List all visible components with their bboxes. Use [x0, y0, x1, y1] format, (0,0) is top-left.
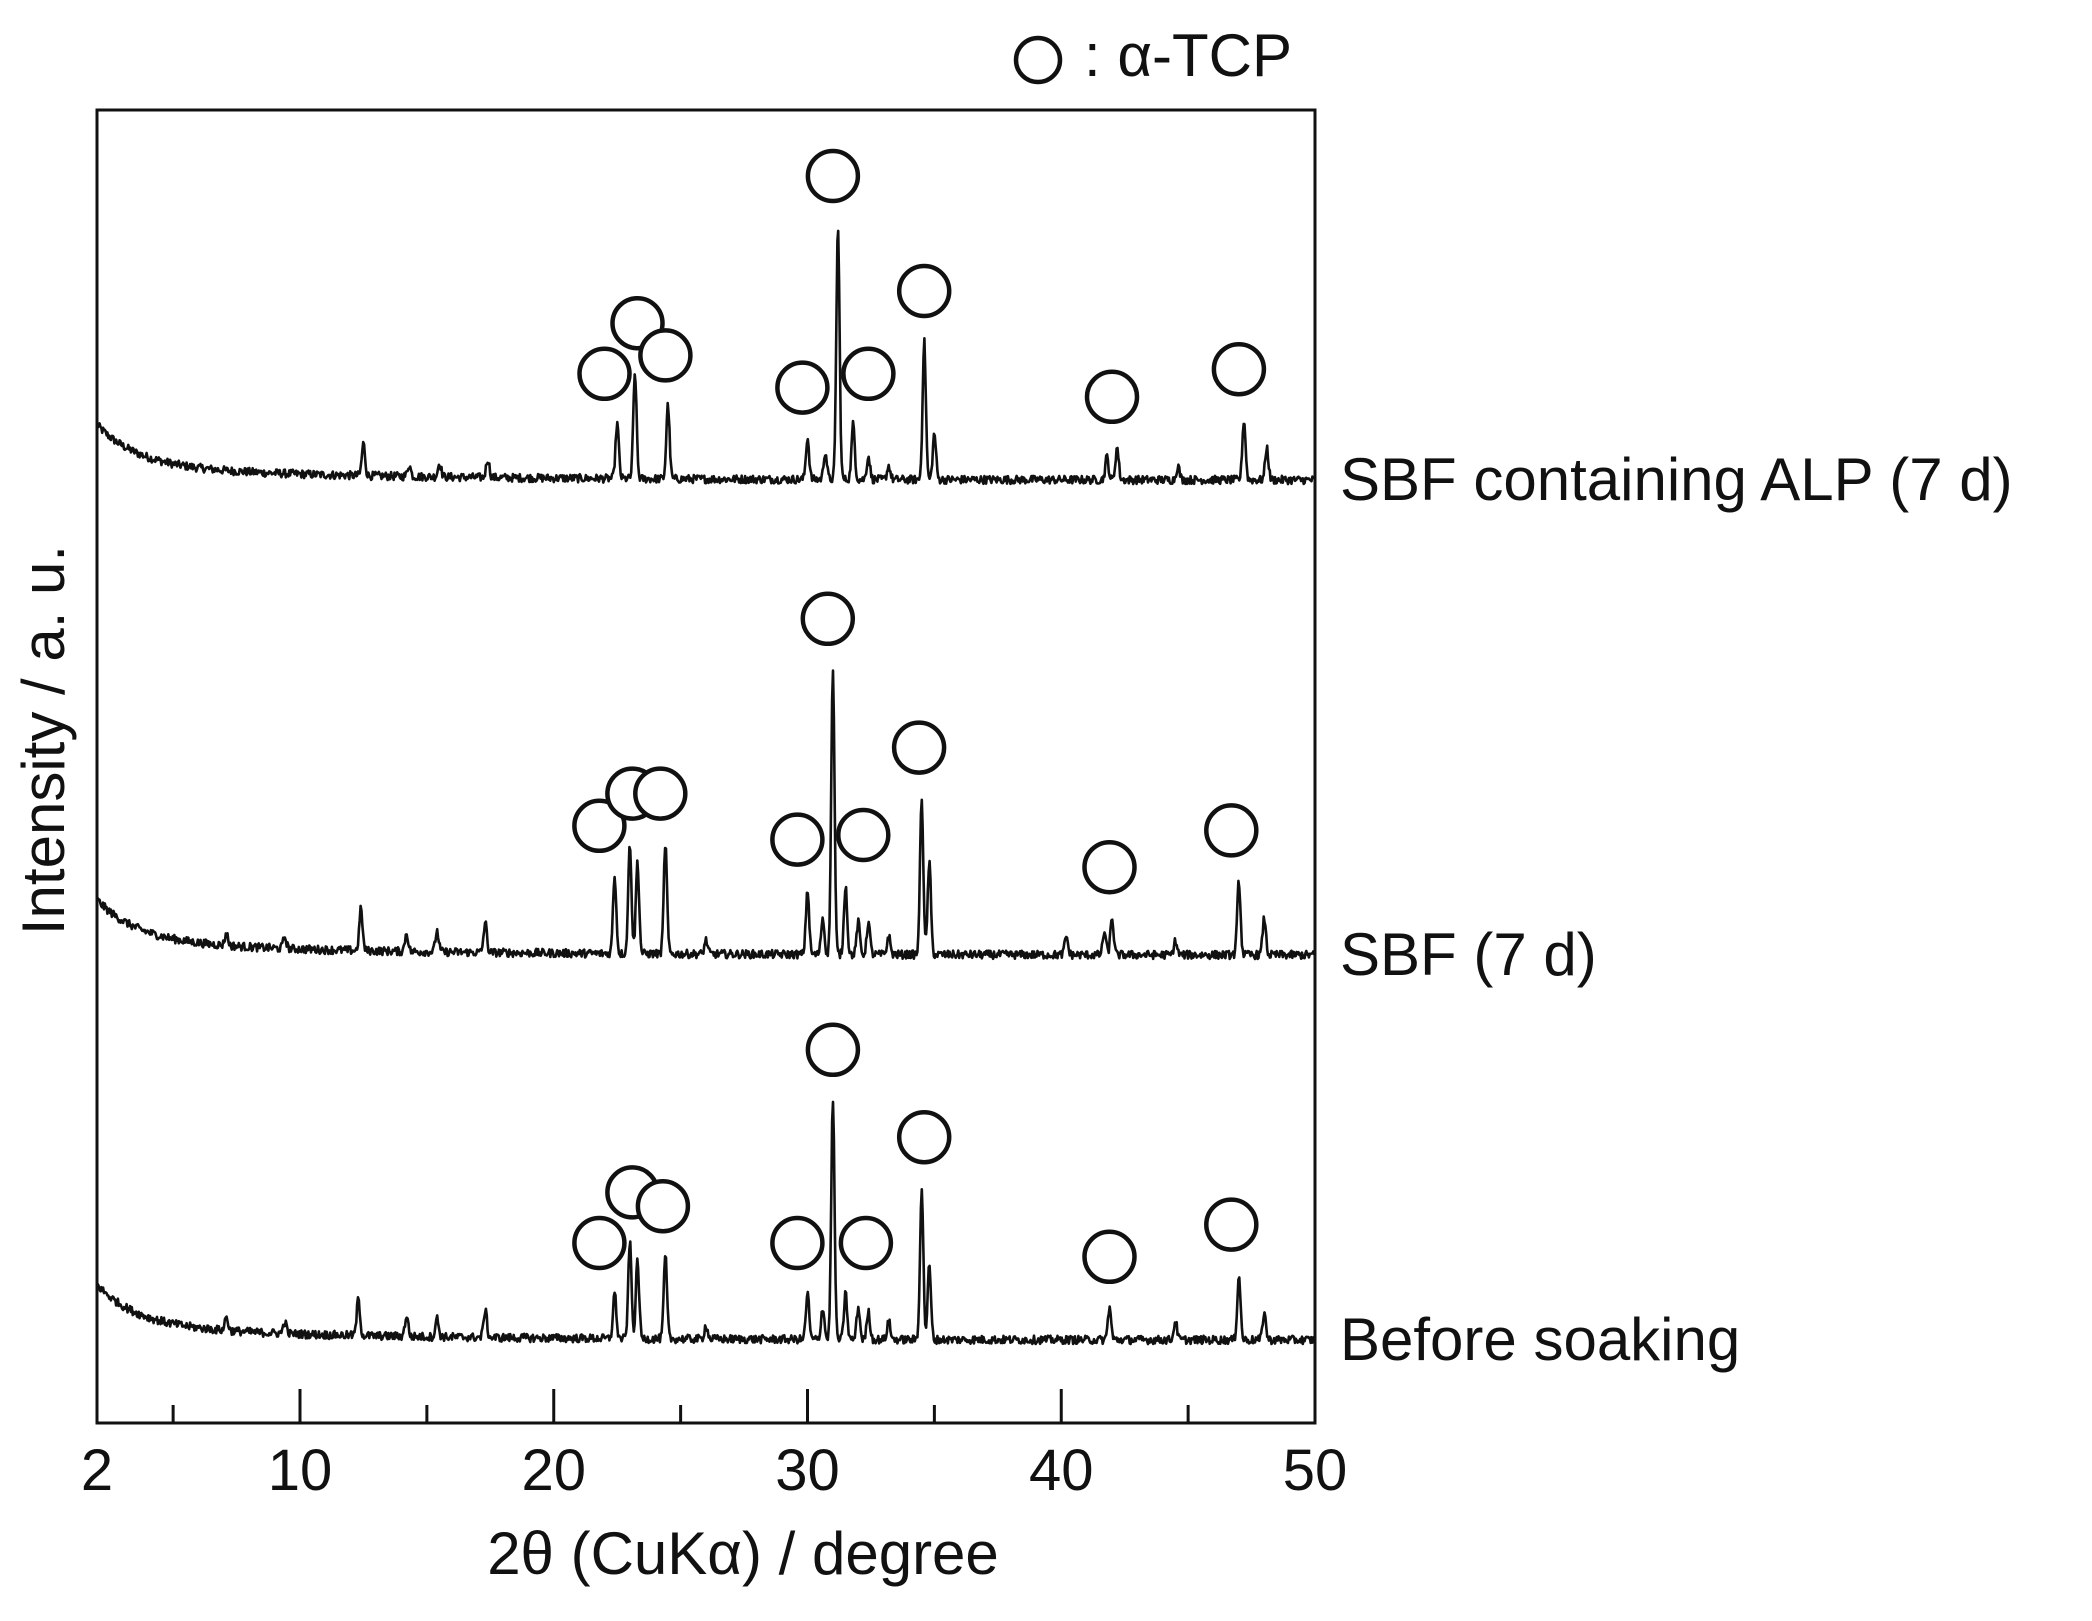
x-axis-ticks [95, 1389, 1317, 1423]
x-tick-label: 10 [268, 1438, 333, 1503]
alpha-tcp-marker [805, 1022, 861, 1078]
alpha-tcp-marker [1204, 1197, 1259, 1252]
alpha-tcp-marker [800, 591, 856, 647]
alpha-tcp-marker [1082, 839, 1137, 895]
series-labels: SBF containing ALP (7 d) SBF (7 d) Before … [1340, 446, 2013, 1373]
alpha-tcp-marker [896, 1109, 952, 1165]
x-tick-label: 20 [521, 1438, 586, 1503]
alpha-tcp-marker [896, 263, 952, 319]
alpha-tcp-marker [770, 1215, 825, 1271]
plot-frame [95, 108, 1317, 1425]
x-tick-label: 30 [775, 1438, 840, 1503]
y-axis-label: Intensity / a. u. [10, 545, 77, 935]
alpha-tcp-marker [572, 1215, 627, 1271]
legend-label: : α-TCP [1084, 22, 1292, 89]
series-label-1: SBF containing ALP (7 d) [1340, 446, 2013, 513]
alpha-tcp-marker [577, 346, 632, 402]
alpha-tcp-marker [1084, 369, 1140, 425]
alpha-tcp-marker [770, 812, 825, 867]
alpha-tcp-marker [635, 1178, 691, 1234]
series-label-3: Before soaking [1340, 1306, 1740, 1373]
alpha-tcp-marker [1211, 341, 1267, 397]
alpha-tcp-markers [572, 148, 1267, 1285]
alpha-tcp-marker [775, 360, 830, 415]
alpha-tcp-marker [638, 328, 693, 383]
xrd-trace-3 [96, 1100, 1317, 1346]
x-axis-tick-labels: 2 10 20 30 40 50 [81, 1438, 1347, 1503]
alpha-tcp-marker [836, 807, 891, 863]
alpha-tcp-marker [572, 798, 627, 854]
alpha-tcp-marker [1204, 803, 1259, 858]
x-tick-label: 50 [1283, 1438, 1348, 1503]
x-tick-label: 2 [81, 1438, 113, 1503]
x-tick-label: 40 [1029, 1438, 1094, 1503]
alpha-tcp-marker [891, 720, 947, 775]
alpha-tcp-marker [1082, 1229, 1137, 1285]
xrd-traces [95, 229, 1317, 1346]
x-axis-label: 2θ (CuKα) / degree [487, 1520, 999, 1587]
legend: : α-TCP [1013, 22, 1292, 89]
xrd-trace-1 [95, 229, 1316, 486]
legend-marker [1013, 35, 1063, 85]
alpha-tcp-marker [633, 766, 688, 821]
alpha-tcp-marker [841, 346, 896, 402]
series-label-2: SBF (7 d) [1340, 921, 1597, 988]
alpha-tcp-marker [805, 148, 861, 204]
alpha-tcp-marker [838, 1215, 894, 1271]
xrd-trace-2 [95, 669, 1316, 961]
